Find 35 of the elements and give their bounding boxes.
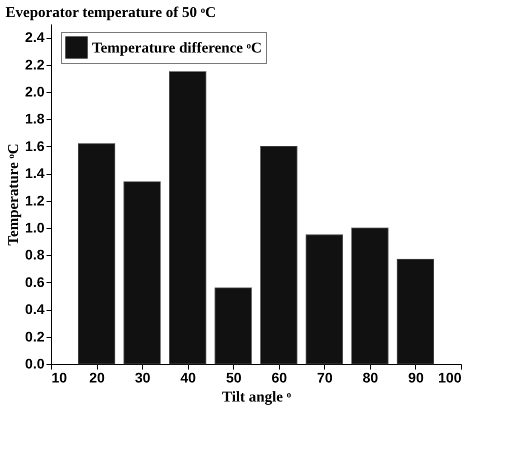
y-tick-label: 2.2	[25, 56, 45, 72]
y-tick-label: 0.0	[25, 356, 45, 372]
x-tick-label: 60	[271, 370, 288, 386]
x-tick-label: 40	[180, 370, 196, 386]
y-tick-label: 0.8	[25, 246, 45, 263]
bar	[123, 181, 161, 364]
bar	[214, 287, 252, 364]
x-tick-label: 30	[134, 370, 151, 386]
bar	[169, 71, 206, 364]
x-tick-label: 100	[438, 370, 462, 386]
x-tick-label: 20	[89, 370, 106, 386]
y-tick-label: 1.0	[25, 220, 45, 236]
x-tick-label: 90	[408, 370, 424, 386]
y-tick-label: 1.8	[25, 110, 45, 127]
y-tick-label: 0.4	[25, 301, 45, 318]
x-tick-label: 80	[362, 370, 378, 386]
y-axis-title: Temperature ᵒC	[6, 143, 22, 246]
bar	[396, 258, 434, 364]
bar	[78, 143, 116, 364]
x-axis-title: Tilt angle ᵒ	[222, 390, 292, 406]
bar	[260, 146, 298, 364]
y-tick-label: 1.6	[25, 138, 45, 154]
x-tick-label: 70	[317, 370, 333, 386]
y-tick-label: 1.4	[25, 165, 45, 182]
y-tick-label: 2.4	[25, 29, 45, 46]
y-tick-label: 0.6	[25, 274, 45, 290]
y-tick-label: 1.2	[25, 192, 45, 208]
bar	[351, 228, 389, 364]
bar	[306, 234, 343, 364]
y-tick-label: 0.2	[25, 328, 45, 344]
x-tick-label: 10	[52, 370, 68, 386]
x-tick-label: 50	[226, 370, 242, 386]
y-tick-label: 2.0	[25, 84, 45, 100]
legend-label: Temperature difference ᵒC	[92, 40, 262, 56]
chart-title: Eveporator temperature of 50 ᵒC	[6, 5, 216, 21]
